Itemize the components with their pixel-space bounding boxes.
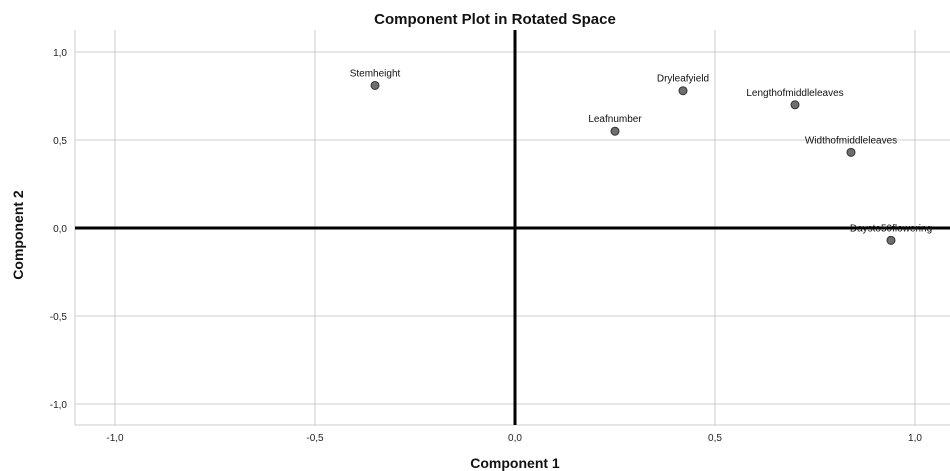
point-label: Lengthofmiddleleaves xyxy=(746,88,843,99)
y-tick-label: 1,0 xyxy=(53,48,67,59)
chart-title: Component Plot in Rotated Space xyxy=(374,11,616,28)
y-tick-label: 0,0 xyxy=(53,224,67,235)
tick-labels: -1,0 -0,5 0,0 0,5 1,0 -1,0 -0,5 0,0 0,5 1,0 xyxy=(50,48,923,444)
y-tick-label: 0,5 xyxy=(53,136,67,147)
reference-lines xyxy=(75,30,950,425)
y-axis-title: Component 2 xyxy=(10,190,26,280)
data-point xyxy=(678,86,688,96)
y-tick-label: -0,5 xyxy=(50,312,68,323)
point-label: Stemheight xyxy=(350,68,401,79)
data-point xyxy=(886,235,896,245)
data-point xyxy=(370,80,380,90)
x-tick-label: -0,5 xyxy=(306,433,324,444)
data-point xyxy=(790,100,800,110)
data-points: Stemheight Dryleafyield Lengthofmiddleleav… xyxy=(350,68,932,245)
x-tick-label: 0,0 xyxy=(508,433,522,444)
x-axis-title: Component 1 xyxy=(470,455,560,471)
y-tick-label: -1,0 xyxy=(50,400,68,411)
data-point xyxy=(846,147,856,157)
point-label: Dryleafyield xyxy=(657,74,709,85)
x-tick-label: 1,0 xyxy=(908,433,922,444)
point-label: Leafnumber xyxy=(588,114,642,125)
x-tick-label: -1,0 xyxy=(106,433,124,444)
point-label: Daysto50flowering xyxy=(850,223,932,234)
data-point xyxy=(610,126,620,136)
x-tick-label: 0,5 xyxy=(708,433,722,444)
point-label: Widthofmiddleleaves xyxy=(805,135,897,146)
